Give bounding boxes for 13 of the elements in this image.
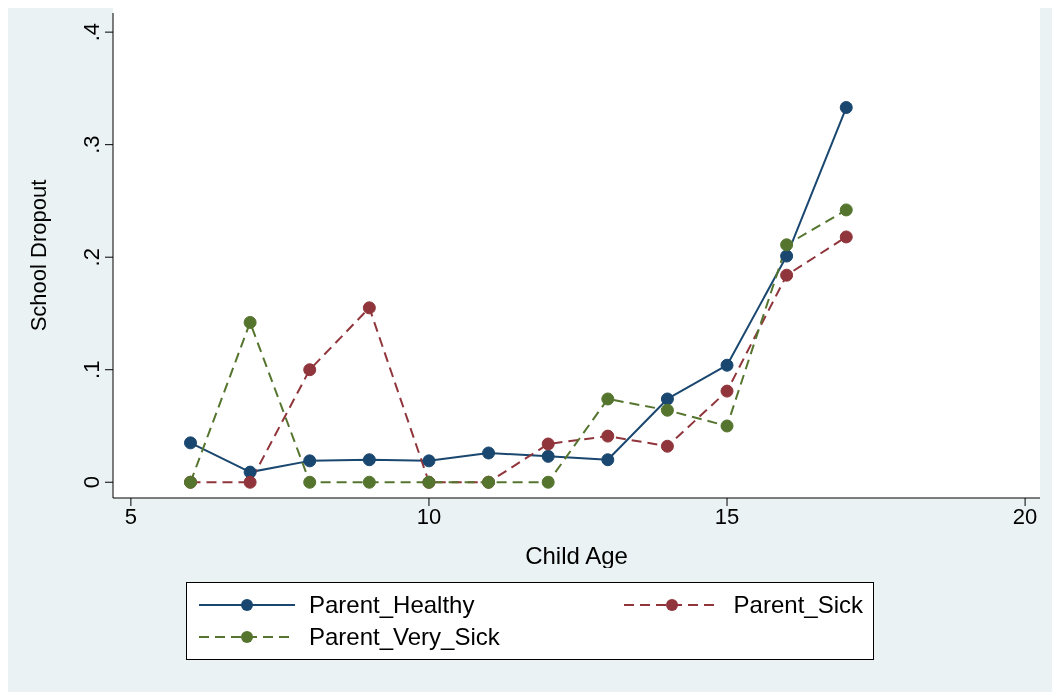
x-tick-label: 10 xyxy=(416,503,442,529)
x-tick-label: 15 xyxy=(714,503,740,529)
x-tick-label: 20 xyxy=(1012,503,1038,529)
legend-label: Parent_Very_Sick xyxy=(309,623,500,651)
y-axis-title: School Dropout xyxy=(25,179,51,332)
y-tick-label: .1 xyxy=(79,360,104,379)
y-tick-label: .2 xyxy=(79,248,104,267)
y-tick-label: .3 xyxy=(79,135,104,154)
legend-label: Parent_Sick xyxy=(733,591,863,619)
y-tick-label: 0 xyxy=(79,476,104,489)
legend-label: Parent_Healthy xyxy=(309,591,475,619)
x-tick-label: 5 xyxy=(124,503,138,529)
y-tick-label: .4 xyxy=(79,22,104,42)
